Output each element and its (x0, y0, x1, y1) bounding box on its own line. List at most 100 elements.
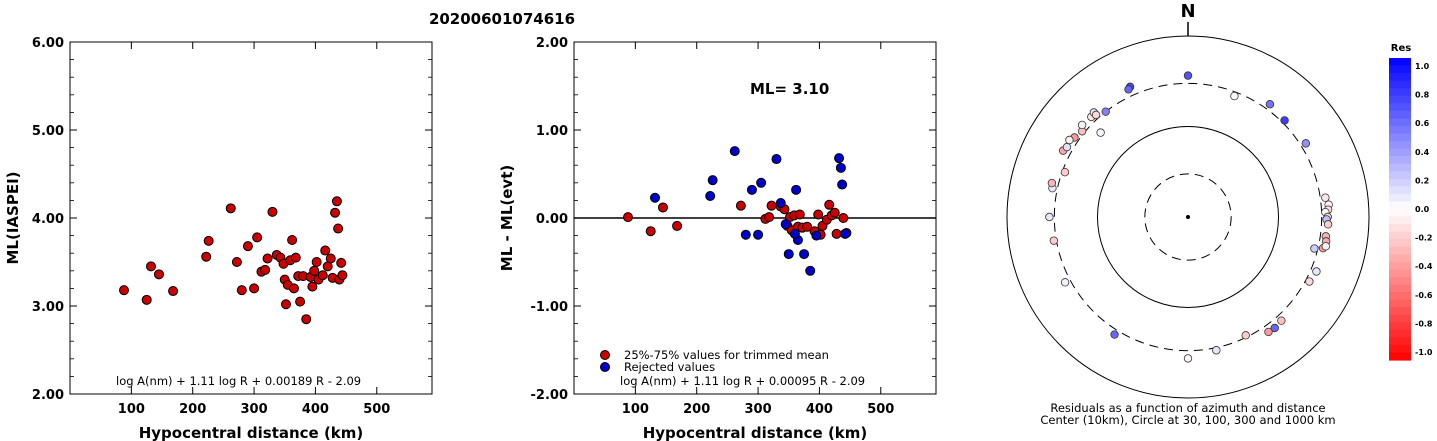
colorbar-segment (1389, 337, 1411, 346)
station-residual-point (1277, 316, 1286, 325)
data-point-accepted (320, 245, 331, 256)
data-point-rejected (753, 229, 764, 240)
data-point-accepted (657, 202, 668, 213)
data-point-accepted (231, 257, 242, 267)
station-residual-point (1077, 120, 1087, 130)
station-residual-point (1060, 278, 1070, 287)
colorbar-segment (1389, 163, 1411, 172)
data-point-accepted (735, 200, 746, 211)
data-point-accepted (295, 296, 306, 307)
station-residual-point (1312, 267, 1321, 276)
colorbar-segment (1389, 261, 1411, 270)
panel1-xlabel: Hypocentral distance (km) (139, 424, 364, 441)
colorbar-tick-label: -0.4 (1415, 262, 1433, 271)
colorbar-tick-label: 1.0 (1415, 62, 1430, 71)
event-title: 20200601074616 (429, 10, 575, 28)
station-residual-point (1183, 354, 1193, 363)
colorbar-segment (1389, 269, 1411, 278)
station-residual-point (1212, 346, 1221, 355)
data-point-accepted (764, 212, 775, 223)
colorbar-segment (1389, 216, 1411, 225)
colorbar-segment (1389, 284, 1411, 293)
data-point-accepted (290, 252, 301, 263)
data-point-accepted (794, 209, 805, 220)
data-point-accepted (280, 299, 291, 310)
colorbar-segment (1389, 88, 1411, 97)
station-residual-point (1321, 193, 1330, 202)
colorbar-segment (1389, 103, 1411, 112)
station-residual-point (1265, 100, 1275, 109)
colorbar-segment (1389, 80, 1411, 89)
data-point-accepted (288, 283, 299, 294)
legend-blue-marker (600, 362, 610, 372)
data-point-accepted (337, 270, 348, 281)
data-point-accepted (242, 241, 253, 252)
colorbar-segment (1389, 110, 1411, 119)
panel2-ml-annotation: ML= 3.10 (750, 80, 829, 98)
data-point-rejected (775, 198, 786, 209)
data-point-accepted (307, 281, 318, 292)
x-tick-label: 200 (683, 402, 710, 417)
polar-caption-line1: Residuals as a function of azimuth and d… (1050, 401, 1325, 415)
colorbar-segment (1389, 344, 1411, 354)
station-residual-point (1110, 330, 1119, 339)
data-point-accepted (145, 261, 156, 272)
x-tick-label: 300 (240, 402, 267, 417)
colorbar-segment (1389, 224, 1411, 233)
colorbar-segment (1389, 254, 1411, 263)
data-point-rejected (811, 230, 822, 241)
colorbar-segment (1389, 141, 1411, 150)
panel2-formula: log A(nm) + 1.11 log R + 0.00095 R - 2.0… (620, 374, 865, 388)
y-tick-label: -1.00 (531, 300, 568, 315)
colorbar-segment (1389, 329, 1411, 338)
data-point-accepted (168, 286, 179, 297)
distance-ring-1000km (1006, 35, 1370, 399)
station-residual-point (1264, 327, 1273, 337)
distance-ring-100km (1097, 126, 1279, 308)
colorbar-segment (1389, 171, 1411, 180)
colorbar-segment (1389, 65, 1411, 74)
x-tick-label: 400 (806, 402, 833, 417)
epicenter-dot (1186, 215, 1190, 219)
data-point-rejected (780, 219, 791, 230)
data-point-rejected (834, 153, 845, 164)
ml-vs-distance-panel: ML(IASPEI) Hypocentral distance (km) log… (4, 36, 433, 441)
legend-red-marker (600, 350, 610, 360)
station-residual-point (1091, 110, 1101, 120)
colorbar-tick-label: -0.6 (1415, 291, 1433, 300)
data-point-accepted (330, 207, 341, 218)
panel2-ylabel: ML - ML(evt) (498, 165, 516, 271)
y-tick-label: 2.00 (32, 388, 64, 403)
x-tick-label: 200 (179, 402, 206, 417)
y-tick-label: 0.00 (536, 212, 568, 227)
y-tick-label: 2.00 (536, 36, 568, 51)
colorbar-segment (1389, 292, 1411, 301)
data-point-accepted (802, 221, 813, 232)
colorbar-tick-label: 0.6 (1415, 119, 1430, 128)
colorbar-title: Res (1391, 43, 1411, 54)
data-point-accepted (829, 207, 840, 218)
station-residual-point (1101, 107, 1110, 116)
y-tick-label: 6.00 (32, 36, 64, 51)
distance-ring-30km (1144, 173, 1232, 261)
panel2-xlabel: Hypocentral distance (km) (643, 424, 868, 441)
data-point-accepted (201, 251, 212, 262)
panel1-ylabel: ML(IASPEI) (4, 171, 22, 264)
data-point-accepted (267, 206, 278, 217)
y-tick-label: 1.00 (536, 124, 568, 139)
colorbar-tick-label: -0.8 (1415, 319, 1433, 328)
data-point-accepted (225, 203, 236, 214)
distance-ring-300km (1053, 82, 1323, 352)
colorbar-tick-label: 0.8 (1415, 91, 1430, 100)
colorbar-segment (1389, 118, 1411, 127)
data-point-accepted (203, 235, 214, 246)
data-point-accepted (813, 209, 824, 220)
station-residual-point (1045, 212, 1054, 222)
legend-red-label: 25%-75% values for trimmed mean (624, 348, 829, 362)
colorbar-segment (1389, 133, 1411, 142)
colorbar-tick-label: 0.4 (1415, 148, 1430, 157)
data-point-accepted (766, 200, 777, 211)
data-point-accepted (252, 232, 263, 243)
colorbar-segment (1389, 307, 1411, 316)
station-residual-point (1321, 242, 1330, 251)
